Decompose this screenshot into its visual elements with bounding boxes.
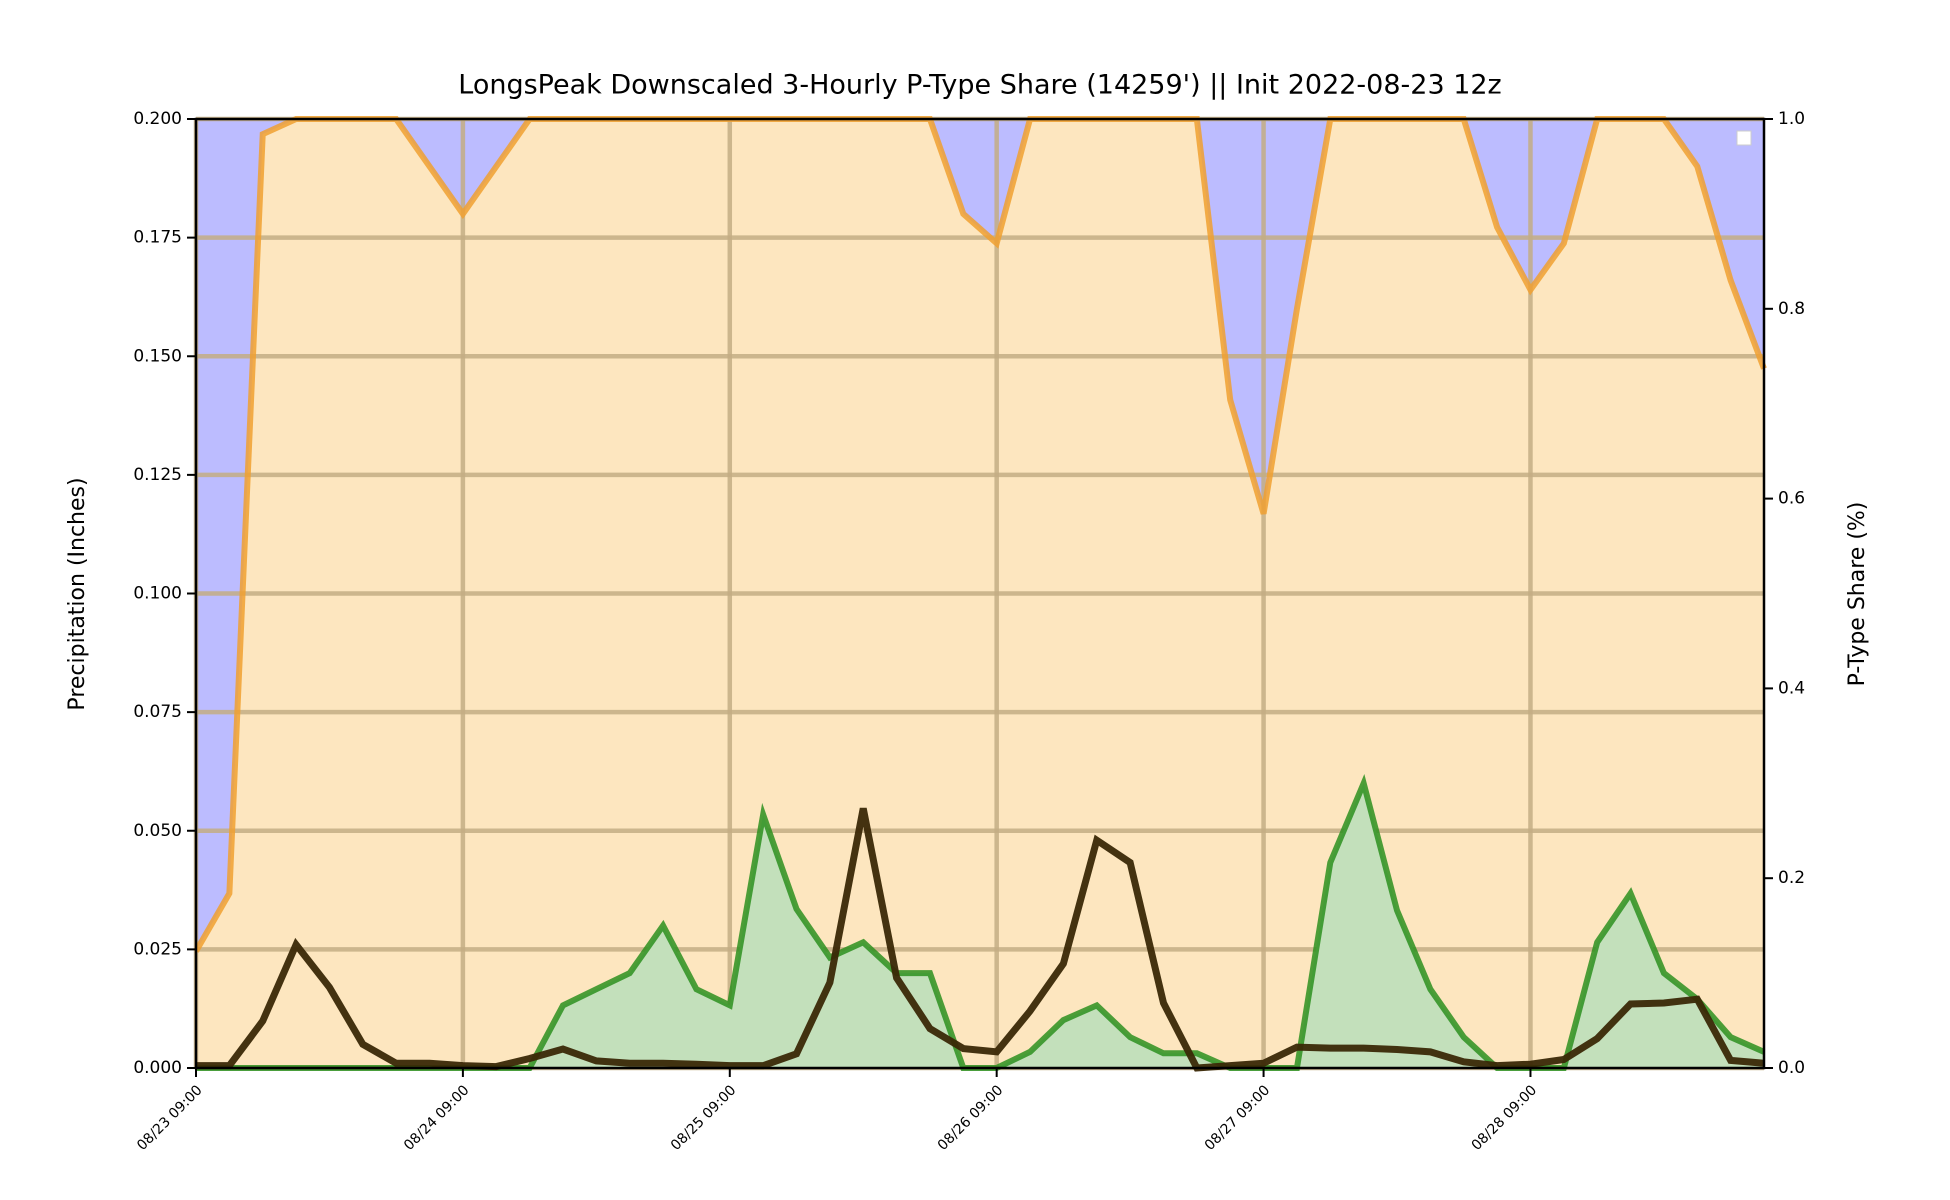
x-tick-label: 08/27 09:00 (1202, 1082, 1274, 1154)
y-tick-label: 0.075 (133, 702, 182, 722)
x-tick-label: 08/24 09:00 (401, 1082, 473, 1154)
y-tick-label: 0.100 (133, 584, 182, 604)
y-tick-label: 0.150 (133, 346, 182, 366)
y2-axis-label: P-Type Share (%) (1845, 502, 1870, 687)
x-tick-label: 08/28 09:00 (1469, 1082, 1541, 1154)
areas (196, 783, 1764, 1068)
area-fill (196, 783, 1764, 1068)
series-line (196, 807, 1765, 1072)
y2-tick-label: 0.2 (1778, 868, 1805, 888)
x-tick-label: 08/26 09:00 (935, 1082, 1007, 1154)
y-axis-label: Precipitation (Inches) (65, 477, 90, 710)
x-tick-label: 08/23 09:00 (134, 1082, 206, 1154)
y-tick-label: 0.050 (133, 821, 182, 841)
y2-tick-label: 0.0 (1778, 1058, 1805, 1078)
y2-tick-label: 0.8 (1778, 299, 1805, 319)
y-tick-label: 0.200 (133, 109, 182, 129)
y-tick-label: 0.025 (133, 939, 182, 959)
chart-title: LongsPeak Downscaled 3-Hourly P-Type Sha… (458, 70, 1501, 101)
y-tick-label: 0.000 (133, 1058, 182, 1078)
y2-tick-label: 1.0 (1778, 109, 1805, 129)
plot-area (193, 116, 1767, 1072)
x-tick-label: 08/25 09:00 (668, 1082, 740, 1154)
y-tick-label: 0.175 (133, 228, 182, 248)
y-tick-label: 0.125 (133, 465, 182, 485)
legend-box (1736, 130, 1752, 146)
y2-tick-label: 0.4 (1778, 678, 1805, 698)
y2-tick-label: 0.6 (1778, 489, 1805, 509)
series-line (193, 116, 1767, 953)
